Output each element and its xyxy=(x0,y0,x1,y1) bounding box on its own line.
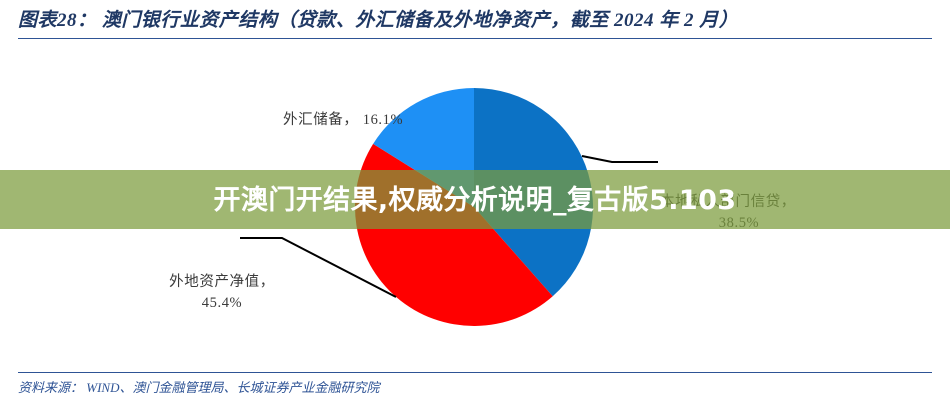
page-title: 图表28： 澳门银行业资产结构（贷款、外汇储备及外地净资产，截至 2024 年 … xyxy=(18,10,739,31)
pie-label-net-external-assets: 外地资产净值， 45.4% xyxy=(152,272,292,314)
pie-label-local-private-credit-percent: 38.5% xyxy=(718,215,760,232)
pie-chart-plot-area: 外汇储备， 16.1% 本地私人部门信贷， 38.5% 外地资产净值， 45.4… xyxy=(0,44,950,368)
title-divider xyxy=(18,38,932,39)
pie-label-local-private-credit: 本地私人部门信贷， 38.5% xyxy=(660,192,818,234)
pie-label-net-external-assets-percent: 45.4% xyxy=(201,295,243,312)
pie-label-local-private-credit-name: 本地私人部门信贷， xyxy=(660,194,796,210)
pie-label-net-external-assets-name: 外地资产净值， xyxy=(169,274,275,290)
source-note: 资料来源： WIND、澳门金融管理局、长城证券产业金融研究院 xyxy=(18,380,380,395)
leader-line-net-external-assets xyxy=(240,237,397,298)
source-divider xyxy=(18,372,932,373)
pie-label-foreign-exchange-reserves: 外汇储备， 16.1% xyxy=(283,112,404,128)
leader-line-local-private-credit xyxy=(581,155,658,163)
